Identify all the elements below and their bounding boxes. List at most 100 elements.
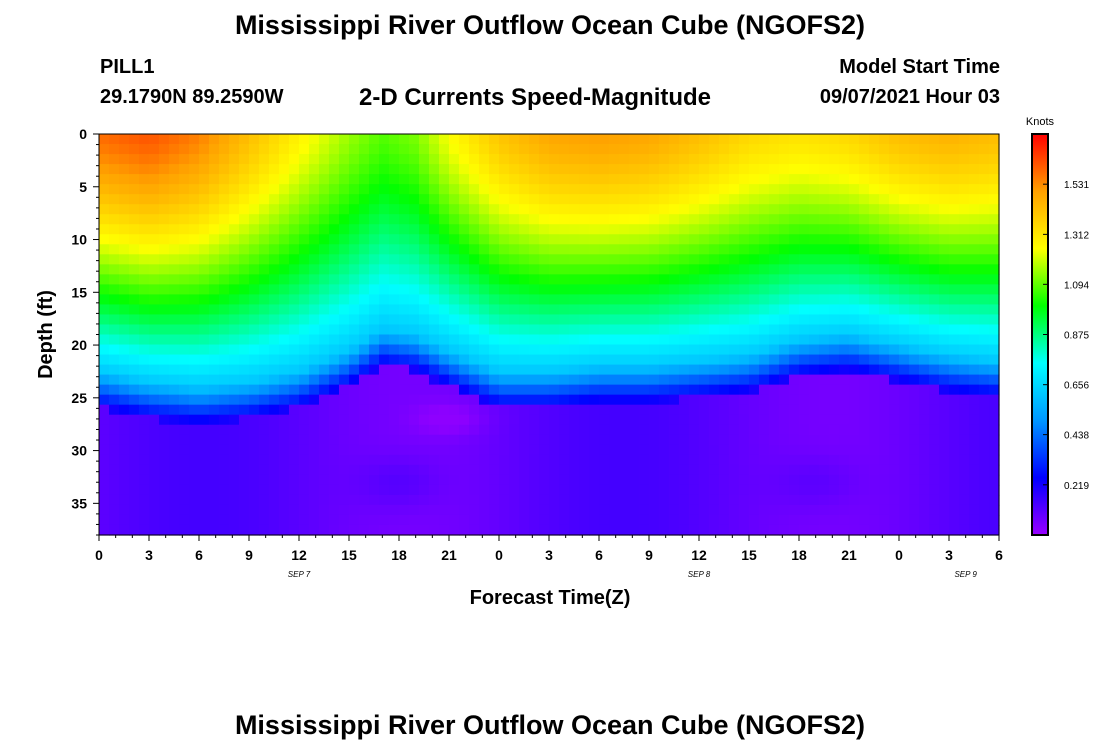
heatmap-cell [669,434,680,446]
heatmap-cell [529,194,540,205]
heatmap-cell [449,224,460,235]
heatmap-cell [579,194,590,205]
heatmap-cell [959,184,970,195]
heatmap-cell [539,484,550,496]
heatmap-cell [529,384,540,396]
heatmap-cell [609,384,620,396]
heatmap-cell [719,284,730,296]
heatmap-cell [239,214,250,225]
heatmap-cell [869,134,880,145]
heatmap-cell [229,474,240,486]
heatmap-cell [149,354,160,366]
heatmap-cell [829,414,840,426]
heatmap-cell [719,404,730,416]
heatmap-cell [829,224,840,235]
heatmap-cell [229,234,240,245]
heatmap-cell [419,194,430,205]
heatmap-cell [389,174,400,185]
heatmap-cell [119,364,130,376]
heatmap-cell [269,484,280,496]
heatmap-cell [609,434,620,446]
heatmap-cell [679,384,690,396]
heatmap-cell [959,464,970,476]
heatmap-cell [549,374,560,386]
heatmap-cell [989,444,1000,456]
heatmap-cell [779,224,790,235]
heatmap-cell [699,514,710,526]
heatmap-cell [699,244,710,255]
heatmap-cell [499,174,510,185]
heatmap-cell [799,444,810,456]
heatmap-cell [869,514,880,526]
x-tick-label: 9 [245,547,253,563]
heatmap-cell [489,464,500,476]
heatmap-cell [669,274,680,285]
heatmap-cell [919,434,930,446]
heatmap-cell [589,514,600,526]
heatmap-cell [699,314,710,326]
heatmap-cell [479,494,490,506]
heatmap-cell [319,444,330,456]
heatmap-cell [459,374,470,386]
heatmap-cell [109,474,120,486]
heatmap-cell [319,244,330,255]
heatmap-cell [519,294,530,306]
heatmap-cell [499,134,510,145]
heatmap-cell [589,314,600,326]
heatmap-cell [709,164,720,175]
heatmap-cell [529,494,540,506]
heatmap-cell [529,224,540,235]
heatmap-cell [589,464,600,476]
heatmap-cell [119,474,130,486]
heatmap-cell [119,434,130,446]
heatmap-cell [859,334,870,346]
heatmap-cell [509,264,520,275]
heatmap-cell [109,244,120,255]
heatmap-cell [589,204,600,215]
heatmap-cell [459,354,470,366]
heatmap-cell [619,264,630,275]
heatmap-cell [569,164,580,175]
heatmap-cell [889,254,900,265]
heatmap-cell [429,214,440,225]
heatmap-cell [869,214,880,225]
heatmap-cell [869,284,880,296]
heatmap-cell [519,344,530,356]
heatmap-cell [289,224,300,235]
heatmap-cell [959,434,970,446]
heatmap-cell [799,314,810,326]
heatmap-cell [959,334,970,346]
heatmap-cell [789,294,800,306]
heatmap-cell [109,504,120,516]
heatmap-cell [879,474,890,486]
heatmap-cell [489,484,500,496]
heatmap-cell [879,254,890,265]
heatmap-cell [219,254,230,265]
heatmap-cell [519,414,530,426]
heatmap-cell [319,394,330,406]
heatmap-cell [759,314,770,326]
heatmap-cell [209,244,220,255]
heatmap-cell [379,284,390,296]
heatmap-cell [909,204,920,215]
heatmap-cell [549,184,560,195]
heatmap-cell [789,284,800,296]
heatmap-cell [469,174,480,185]
heatmap-cell [409,344,420,356]
heatmap-cell [829,484,840,496]
heatmap-cell [889,504,900,516]
heatmap-cell [139,294,150,306]
heatmap-cell [249,514,260,526]
heatmap-cell [169,314,180,326]
heatmap-cell [769,174,780,185]
heatmap-cell [649,204,660,215]
heatmap-cell [649,414,660,426]
heatmap-cell [419,164,430,175]
heatmap-cell [689,414,700,426]
heatmap-cell [369,274,380,285]
heatmap-cell [809,344,820,356]
heatmap-cell [439,234,450,245]
heatmap-cell [819,414,830,426]
heatmap-cell [749,514,760,526]
heatmap-cell [199,354,210,366]
